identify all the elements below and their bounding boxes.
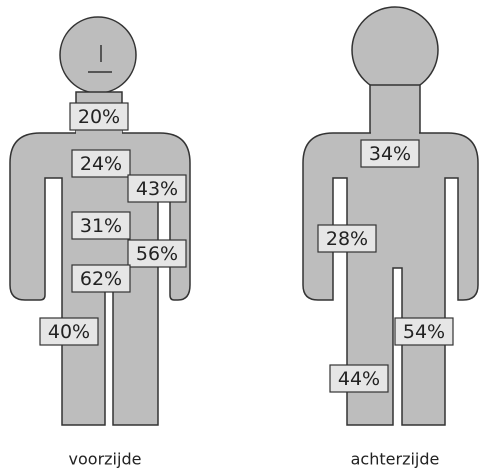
- caption: voorzijde: [69, 450, 142, 469]
- percent-label: 44%: [338, 368, 380, 390]
- figure-diagram: 20% 24% 43% 31% 56% 62% 40% 34% 28% 54% 44% voorzi…: [0, 0, 484, 471]
- percent-label: 24%: [80, 153, 122, 175]
- percent-label: 31%: [80, 215, 122, 237]
- percent-label: 34%: [369, 143, 411, 165]
- percent-label: 43%: [136, 178, 178, 200]
- caption: achterzijde: [351, 450, 440, 469]
- percent-label: 40%: [48, 321, 90, 343]
- percent-label: 54%: [403, 321, 445, 343]
- percent-label: 62%: [80, 268, 122, 290]
- percent-label: 20%: [78, 106, 120, 128]
- neck: [370, 85, 420, 135]
- head: [352, 7, 438, 93]
- percent-label: 28%: [326, 228, 368, 250]
- neck-join: [371, 128, 419, 136]
- neck-join: [76, 130, 122, 136]
- back-figure: [303, 7, 478, 425]
- head: [60, 17, 136, 93]
- percent-label: 56%: [136, 243, 178, 265]
- body: [303, 133, 478, 425]
